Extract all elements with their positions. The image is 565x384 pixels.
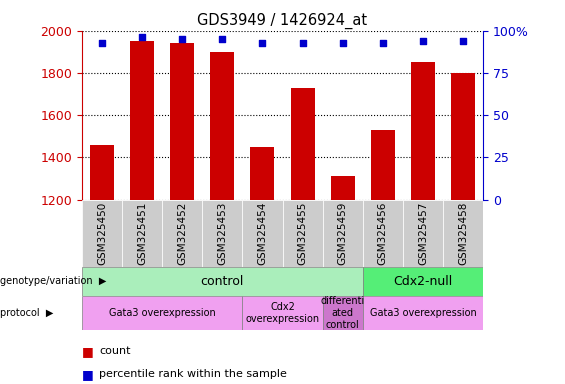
Text: GSM325455: GSM325455 — [298, 202, 307, 265]
Point — [459, 38, 468, 44]
Bar — [122, 200, 162, 267]
Bar — [250, 147, 275, 200]
Text: genotype/variation  ▶: genotype/variation ▶ — [0, 276, 106, 286]
Text: GSM325456: GSM325456 — [378, 202, 388, 265]
Bar — [210, 52, 234, 200]
Bar — [363, 296, 483, 330]
Text: Cdx2
overexpression: Cdx2 overexpression — [245, 302, 320, 324]
Text: Cdx2-null: Cdx2-null — [393, 275, 453, 288]
Text: control: control — [201, 275, 244, 288]
Point — [258, 40, 267, 46]
Text: GSM325457: GSM325457 — [418, 202, 428, 265]
Text: protocol  ▶: protocol ▶ — [0, 308, 53, 318]
Bar — [170, 43, 194, 200]
Bar — [290, 88, 315, 200]
Bar — [202, 200, 242, 267]
Text: differenti
ated
control: differenti ated control — [320, 296, 365, 329]
Point — [97, 40, 106, 46]
Bar — [130, 41, 154, 200]
Bar — [403, 200, 443, 267]
Bar — [323, 200, 363, 267]
Text: count: count — [99, 346, 131, 356]
Bar — [443, 200, 483, 267]
Bar — [162, 200, 202, 267]
Bar — [451, 73, 475, 200]
Text: GSM325452: GSM325452 — [177, 202, 187, 265]
Point — [298, 40, 307, 46]
Bar — [82, 200, 122, 267]
Bar — [242, 296, 323, 330]
Text: GSM325453: GSM325453 — [218, 202, 227, 265]
Text: Gata3 overexpression: Gata3 overexpression — [109, 308, 215, 318]
Point — [138, 35, 147, 41]
Title: GDS3949 / 1426924_at: GDS3949 / 1426924_at — [197, 13, 368, 29]
Bar — [282, 200, 323, 267]
Bar — [411, 62, 435, 200]
Point — [338, 40, 347, 46]
Text: Gata3 overexpression: Gata3 overexpression — [370, 308, 476, 318]
Point — [418, 38, 428, 44]
Bar — [331, 177, 355, 200]
Bar — [82, 267, 363, 296]
Text: GSM325454: GSM325454 — [258, 202, 267, 265]
Bar — [363, 267, 483, 296]
Text: GSM325451: GSM325451 — [137, 202, 147, 265]
Bar — [363, 200, 403, 267]
Bar — [371, 130, 395, 200]
Text: ■: ■ — [82, 368, 94, 381]
Bar — [242, 200, 282, 267]
Text: GSM325450: GSM325450 — [97, 202, 107, 265]
Text: GSM325458: GSM325458 — [458, 202, 468, 265]
Text: percentile rank within the sample: percentile rank within the sample — [99, 369, 287, 379]
Point — [379, 40, 388, 46]
Bar — [82, 296, 242, 330]
Point — [177, 36, 186, 42]
Text: ■: ■ — [82, 345, 94, 358]
Point — [218, 36, 227, 42]
Bar — [323, 296, 363, 330]
Text: GSM325459: GSM325459 — [338, 202, 347, 265]
Bar — [90, 145, 114, 200]
